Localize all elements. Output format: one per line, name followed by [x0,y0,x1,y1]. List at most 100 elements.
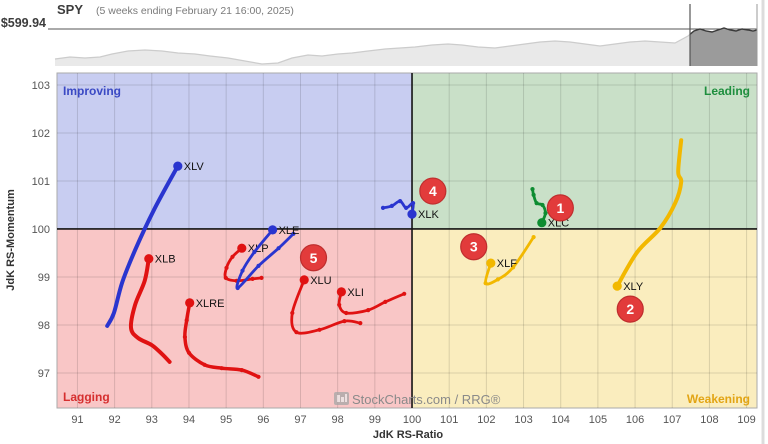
x-tick-100: 100 [403,414,421,426]
x-tick-108: 108 [700,414,718,426]
x-tick-102: 102 [477,414,495,426]
badge-3: 3 [461,234,487,260]
ticker-label-XLY: XLY [623,281,644,293]
trail-dot-XLRE-0 [256,375,260,379]
x-tick-103: 103 [514,414,532,426]
badge-number-4: 4 [429,183,437,199]
x-tick-109: 109 [737,414,755,426]
trail-dot-XLP-3 [224,276,228,280]
y-tick-97: 97 [38,368,50,380]
x-tick-95: 95 [220,414,232,426]
x-tick-107: 107 [663,414,681,426]
trail-dot-XLI-0 [402,292,406,296]
quadrant-label-improving: Improving [63,84,121,98]
quadrant-label-weakening: Weakening [687,392,750,406]
trail-dot-XLF-2 [496,277,500,281]
trail-dot-XLC-1 [532,193,536,197]
x-tick-96: 96 [257,414,269,426]
x-tick-105: 105 [589,414,607,426]
ticker-label-XLI: XLI [347,287,364,299]
watermark: StockCharts.com / RRG® [334,392,501,407]
x-tick-92: 92 [108,414,120,426]
badge-5: 5 [301,245,327,271]
trail-dot-XLP-0 [259,276,263,280]
y-axis-title: JdK RS-Momentum [5,189,17,291]
ticker-label-XLE: XLE [279,225,300,237]
badge-number-5: 5 [310,250,318,266]
trail-dot-XLRE-2 [220,366,224,370]
y-tick-103: 103 [32,80,50,92]
trail-dot-XLE-1 [277,246,281,250]
marker-XLB[interactable] [144,254,153,263]
trail-dot-XLF-0 [532,235,536,239]
y-tick-98: 98 [38,320,50,332]
trail-dot-XLE-3 [236,286,240,290]
trail-dot-XLI-3 [344,311,348,315]
y-tick-101: 101 [32,176,50,188]
badge-4: 4 [420,178,446,204]
trail-dot-XLI-1 [383,300,387,304]
trail-dot-XLRE-5 [183,335,187,339]
marker-XLP[interactable] [237,244,246,253]
quadrant-label-lagging: Lagging [63,390,110,404]
trail-dot-XLU-0 [358,321,362,325]
marker-XLC[interactable] [537,218,546,227]
badge-number-3: 3 [470,239,478,255]
x-tick-101: 101 [440,414,458,426]
x-tick-99: 99 [369,414,381,426]
trail-dot-XLC-3 [540,203,544,207]
trail-dot-XLI-2 [366,308,370,312]
trail-dot-XLRE-3 [203,363,207,367]
trail-dot-XLC-4 [543,211,547,215]
badge-1: 1 [547,195,573,221]
x-tick-93: 93 [146,414,158,426]
marker-XLF[interactable] [486,259,495,268]
symbol-title: SPY [57,2,83,17]
marker-XLE[interactable] [268,225,277,234]
trail-dot-XLP-5 [230,255,234,259]
trail-dot-XLE-2 [256,264,260,268]
trail-dot-XLP-1 [250,277,254,281]
badge-number-1: 1 [556,200,564,216]
ticker-label-XLB: XLB [155,254,176,266]
ticker-label-XLRE: XLRE [196,298,225,310]
trail-dot-XLE-4 [240,269,244,273]
badge-number-2: 2 [626,301,634,317]
period-subtitle: (5 weeks ending February 21 16:00, 2025) [96,5,294,17]
ticker-label-XLK: XLK [418,209,439,221]
trail-dot-XLI-4 [337,303,341,307]
trail-dot-XLC-2 [535,201,539,205]
trail-dot-XLK-2 [398,199,402,203]
y-tick-100: 100 [32,224,50,236]
rrg-chart: Improving Leading Lagging Weakening Stoc… [0,0,768,444]
watermark-text: StockCharts.com / RRG® [352,392,501,407]
marker-XLI[interactable] [337,287,346,296]
marker-XLU[interactable] [300,275,309,284]
marker-XLY[interactable] [613,282,622,291]
trail-dot-XLP-4 [224,266,228,270]
marker-XLV[interactable] [173,162,182,171]
trail-dot-XLK-1 [390,204,394,208]
stockcharts-logo-icon [334,392,349,405]
x-tick-104: 104 [552,414,570,426]
trail-dot-XLU-4 [290,311,294,315]
badge-2: 2 [617,296,643,322]
y-tick-99: 99 [38,272,50,284]
trail-dot-XLU-1 [342,319,346,323]
marker-XLK[interactable] [407,210,416,219]
last-price-label: $599.94 [1,16,46,30]
x-tick-97: 97 [294,414,306,426]
trail-dot-XLRE-4 [187,351,191,355]
y-tick-102: 102 [32,128,50,140]
trail-dot-XLU-2 [317,328,321,332]
trail-dot-XLF-3 [484,281,488,285]
quadrant-label-leading: Leading [704,84,750,98]
rrg-widget: Improving Leading Lagging Weakening Stoc… [0,0,768,444]
ticker-label-XLU: XLU [310,275,331,287]
x-axis-title: JdK RS-Ratio [373,429,444,441]
spy-overview-panel: SPY (5 weeks ending February 21 16:00, 2… [1,2,757,66]
x-tick-94: 94 [183,414,195,426]
x-tick-106: 106 [626,414,644,426]
marker-XLRE[interactable] [185,298,194,307]
ticker-label-XLV: XLV [184,161,205,173]
